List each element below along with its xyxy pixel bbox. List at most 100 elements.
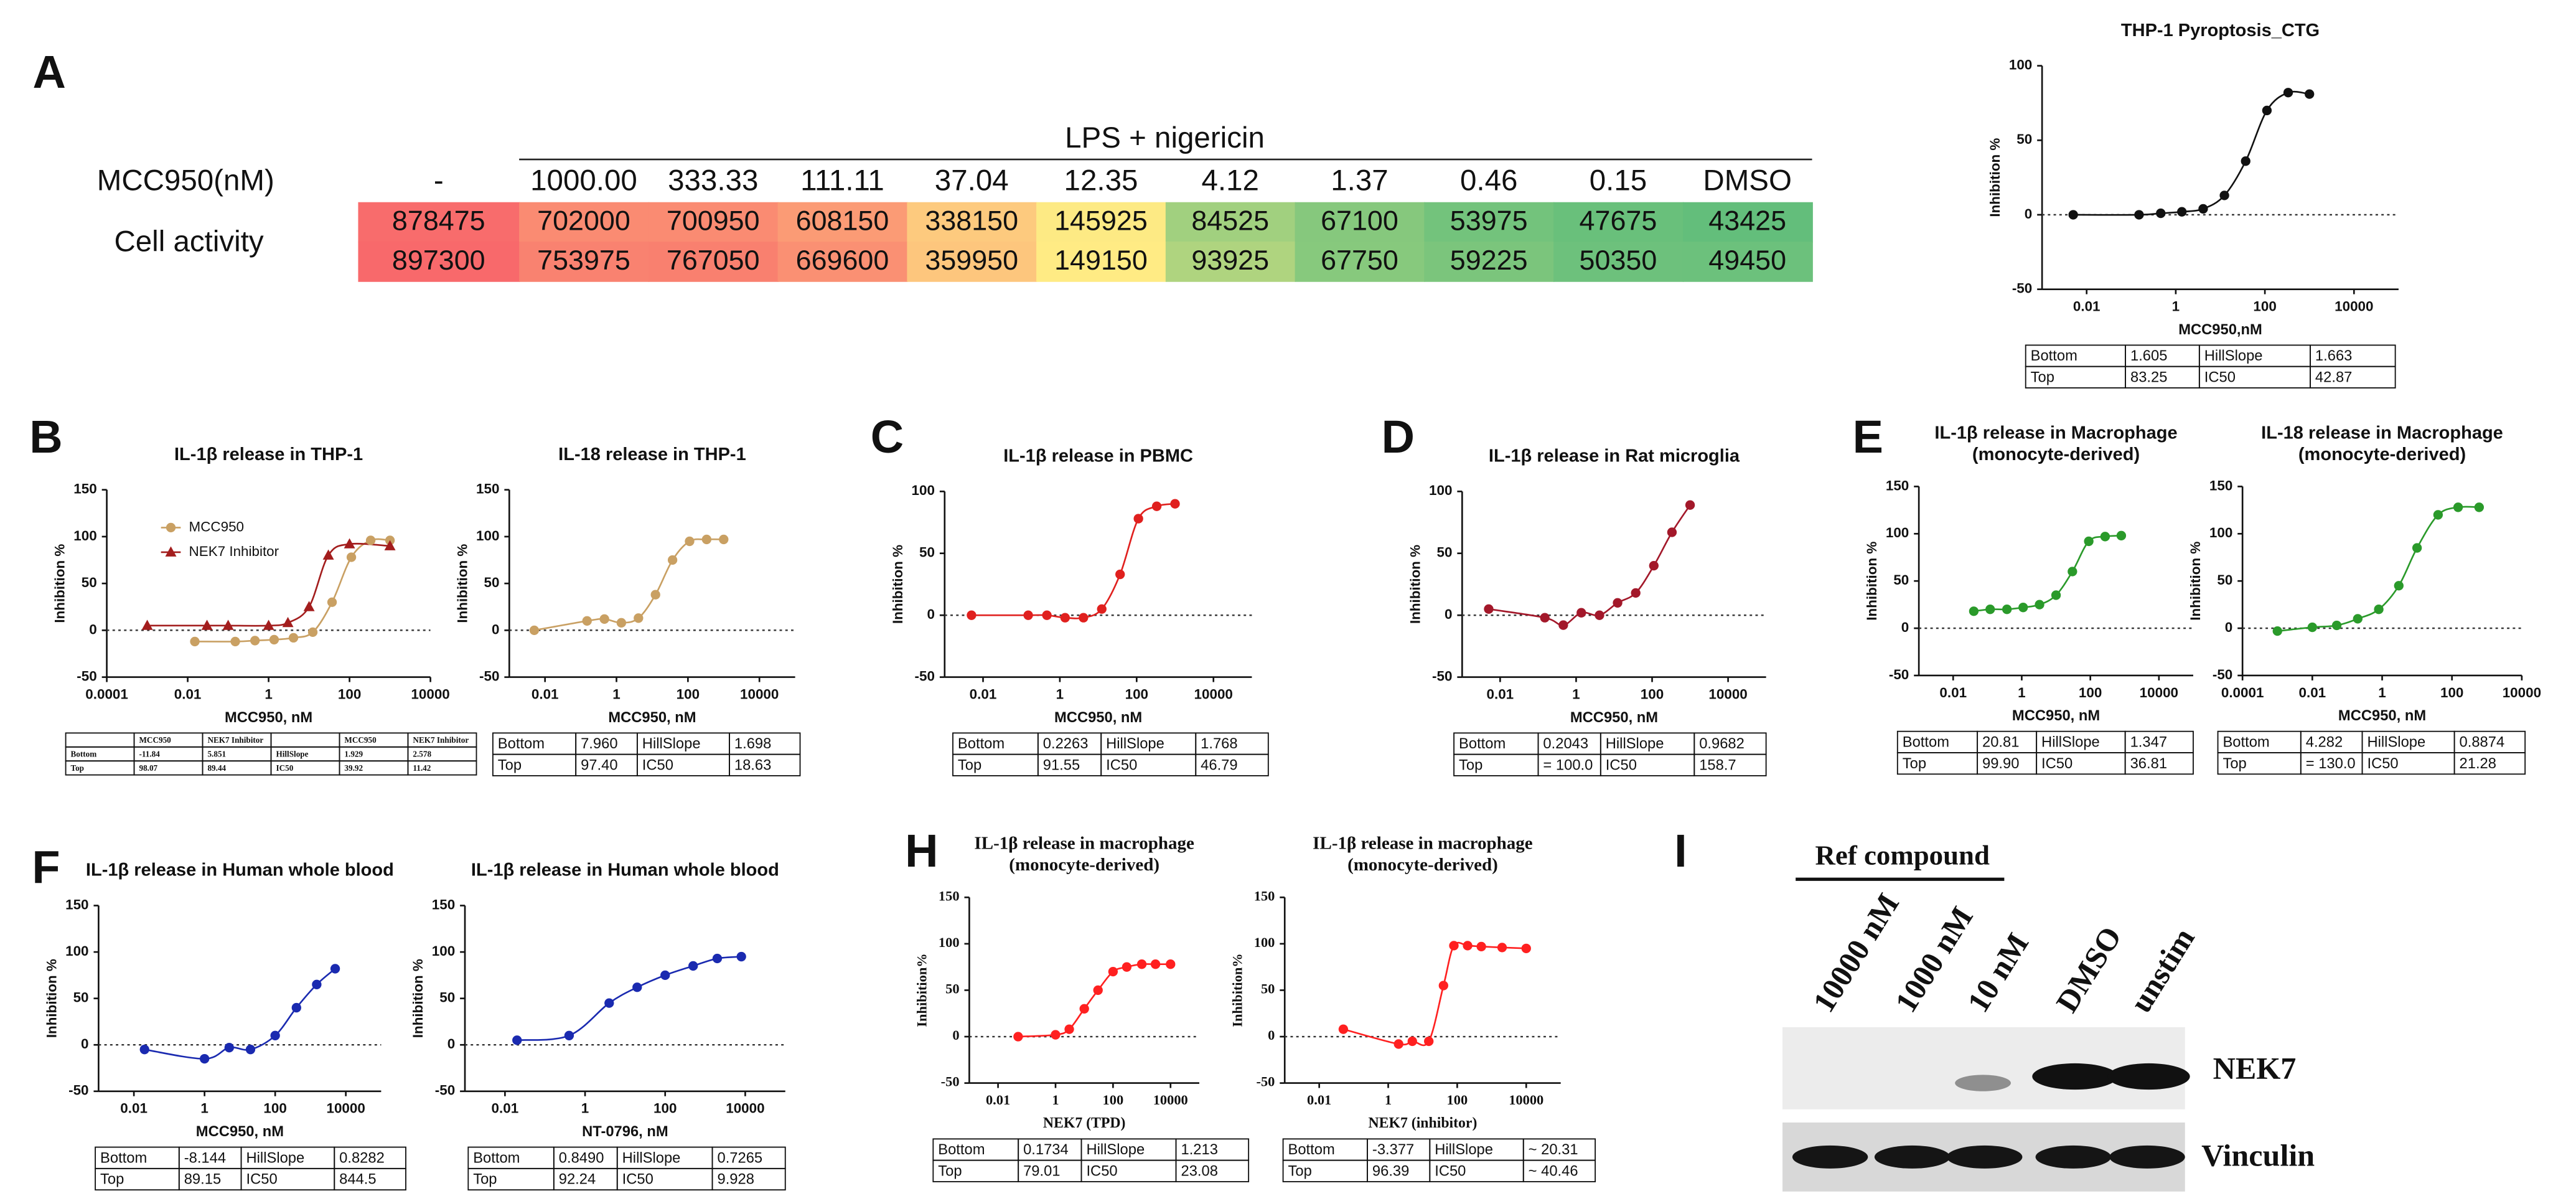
table-text: 89.15 bbox=[184, 1171, 221, 1188]
heatmap-cell bbox=[777, 202, 908, 243]
blot-band bbox=[1947, 1145, 2023, 1169]
chart: IL-1β release in THP-1 -50 0 50 100 150 0.0001… bbox=[52, 445, 477, 776]
x-axis-label: MCC950, nM bbox=[1054, 709, 1142, 726]
table-cell bbox=[2453, 752, 2526, 775]
y-tick-label: 100 bbox=[1886, 525, 1909, 540]
table-text: ~ 40.46 bbox=[1529, 1162, 1578, 1179]
table-text: 98.07 bbox=[139, 763, 157, 773]
table-text: 5.851 bbox=[207, 749, 226, 758]
table-text: Bottom bbox=[498, 735, 545, 752]
x-tick-label: 10000 bbox=[326, 1101, 365, 1116]
heatmap-cell bbox=[1424, 242, 1555, 282]
y-tick-label: 100 bbox=[432, 943, 455, 959]
data-point bbox=[1150, 959, 1161, 969]
data-point bbox=[2177, 207, 2187, 217]
y-tick-label: 150 bbox=[432, 897, 455, 912]
chart-subtitle: (monocyte-derived) bbox=[1009, 855, 1159, 875]
data-point bbox=[2433, 510, 2443, 520]
table-text: Bottom bbox=[71, 749, 97, 758]
table-text: IC50 bbox=[2041, 755, 2073, 772]
table-text: 0.9682 bbox=[1699, 735, 1745, 752]
blot-title: Ref compound bbox=[1815, 839, 1990, 870]
table-text: 89.44 bbox=[207, 763, 226, 773]
data-point bbox=[2272, 626, 2282, 636]
data-point bbox=[2307, 622, 2317, 633]
y-tick-label: 150 bbox=[1886, 478, 1909, 493]
table-text: HillSlope bbox=[2367, 733, 2425, 750]
data-point bbox=[1151, 501, 1162, 511]
x-tick-label: 0.01 bbox=[492, 1101, 519, 1116]
y-tick-label: 150 bbox=[65, 897, 88, 912]
table-text: HillSlope bbox=[1435, 1141, 1493, 1158]
y-axis-label: Inhibition % bbox=[2188, 542, 2203, 621]
y-axis-label: Inhibition% bbox=[1229, 953, 1245, 1027]
data-point bbox=[1613, 598, 1623, 608]
data-point bbox=[1013, 1032, 1023, 1042]
data-point bbox=[2198, 204, 2208, 214]
x-tick-label: 100 bbox=[338, 687, 361, 702]
data-point bbox=[701, 534, 712, 545]
y-tick-label: 150 bbox=[939, 888, 960, 903]
data-point bbox=[2134, 210, 2144, 220]
x-tick-label: 1 bbox=[200, 1101, 208, 1116]
table-text: 96.39 bbox=[1372, 1162, 1409, 1179]
table-text: 21.28 bbox=[2460, 755, 2496, 772]
table-text: 79.01 bbox=[1023, 1162, 1060, 1179]
panel-letter: D bbox=[1382, 411, 1415, 463]
data-point bbox=[250, 636, 260, 646]
data-point bbox=[199, 1053, 210, 1064]
y-axis-label: Inhibition % bbox=[454, 544, 470, 623]
data-point bbox=[141, 619, 153, 630]
x-tick-label: 0.01 bbox=[174, 687, 202, 702]
x-tick-label: 0.01 bbox=[2073, 299, 2101, 314]
table-text: IC50 bbox=[642, 756, 673, 773]
chart: IL-1β release in Rat microglia-500501000… bbox=[1407, 446, 1767, 776]
y-tick-label: -50 bbox=[1256, 1074, 1275, 1090]
y-tick-label: 0 bbox=[1445, 606, 1452, 622]
y-tick-label: -50 bbox=[1432, 669, 1452, 684]
y-tick-label: -50 bbox=[68, 1083, 88, 1098]
data-point bbox=[327, 597, 337, 607]
cell-value: 338150 bbox=[925, 205, 1018, 237]
table-text: Top bbox=[1459, 756, 1482, 773]
table-text: 97.40 bbox=[581, 756, 617, 773]
table-text: IC50 bbox=[1106, 756, 1137, 773]
heatmap-cell bbox=[1553, 242, 1684, 282]
y-tick-label: 100 bbox=[1429, 483, 1452, 498]
x-tick-label: 1 bbox=[2172, 299, 2180, 314]
table-text: HillSlope bbox=[642, 735, 701, 752]
data-point bbox=[2018, 603, 2028, 613]
chart: IL-1β release in Macrophage (monocyte-der… bbox=[1864, 423, 2194, 775]
data-point bbox=[230, 636, 240, 647]
data-point bbox=[2305, 89, 2315, 99]
heatmap-cell bbox=[1295, 202, 1425, 243]
fit-curve bbox=[2073, 90, 2310, 216]
y-axis-label: Inhibition % bbox=[1407, 545, 1423, 624]
cell-value: 93925 bbox=[1191, 244, 1269, 276]
table-text: IC50 bbox=[1086, 1162, 1117, 1179]
x-tick-label: 100 bbox=[2253, 299, 2276, 314]
y-axis-label: Inhibition % bbox=[52, 544, 68, 623]
heatmap-cell bbox=[358, 202, 520, 243]
x-tick-label: 0.0001 bbox=[85, 687, 128, 702]
y-tick-label: 0 bbox=[447, 1036, 455, 1052]
y-tick-label: 100 bbox=[912, 483, 935, 498]
table-cell bbox=[2124, 752, 2194, 775]
data-point bbox=[1484, 604, 1494, 614]
data-point bbox=[1133, 514, 1143, 524]
column-label: 1000.00 bbox=[530, 164, 637, 197]
y-tick-label: 50 bbox=[1437, 545, 1453, 560]
data-point bbox=[582, 616, 592, 626]
legend-marker bbox=[166, 522, 176, 533]
table-text: 42.87 bbox=[2315, 369, 2352, 385]
heatmap-cell bbox=[1424, 202, 1555, 243]
data-point bbox=[1079, 1004, 1089, 1014]
data-point bbox=[291, 1002, 301, 1013]
cell-value: 59225 bbox=[1450, 244, 1528, 276]
table-cell bbox=[2310, 365, 2396, 388]
table-cell bbox=[1175, 1159, 1250, 1182]
table-text: Bottom bbox=[1288, 1141, 1334, 1158]
table-text: IC50 bbox=[1435, 1162, 1466, 1179]
data-point bbox=[1170, 499, 1180, 509]
cell-value: 67100 bbox=[1321, 205, 1398, 237]
